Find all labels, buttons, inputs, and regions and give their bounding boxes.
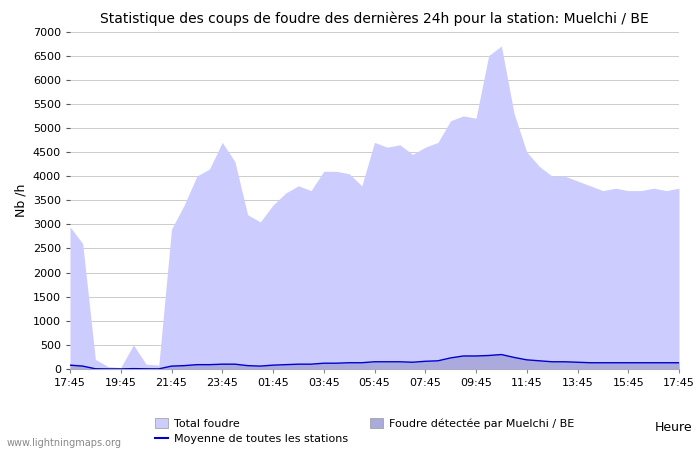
Legend: Total foudre, Moyenne de toutes les stations, Foudre détectée par Muelchi / BE: Total foudre, Moyenne de toutes les stat…: [155, 418, 574, 444]
Text: www.lightningmaps.org: www.lightningmaps.org: [7, 438, 122, 448]
Y-axis label: Nb /h: Nb /h: [14, 184, 27, 217]
Text: Heure: Heure: [654, 421, 692, 434]
Title: Statistique des coups de foudre des dernières 24h pour la station: Muelchi / BE: Statistique des coups de foudre des dern…: [100, 12, 649, 26]
